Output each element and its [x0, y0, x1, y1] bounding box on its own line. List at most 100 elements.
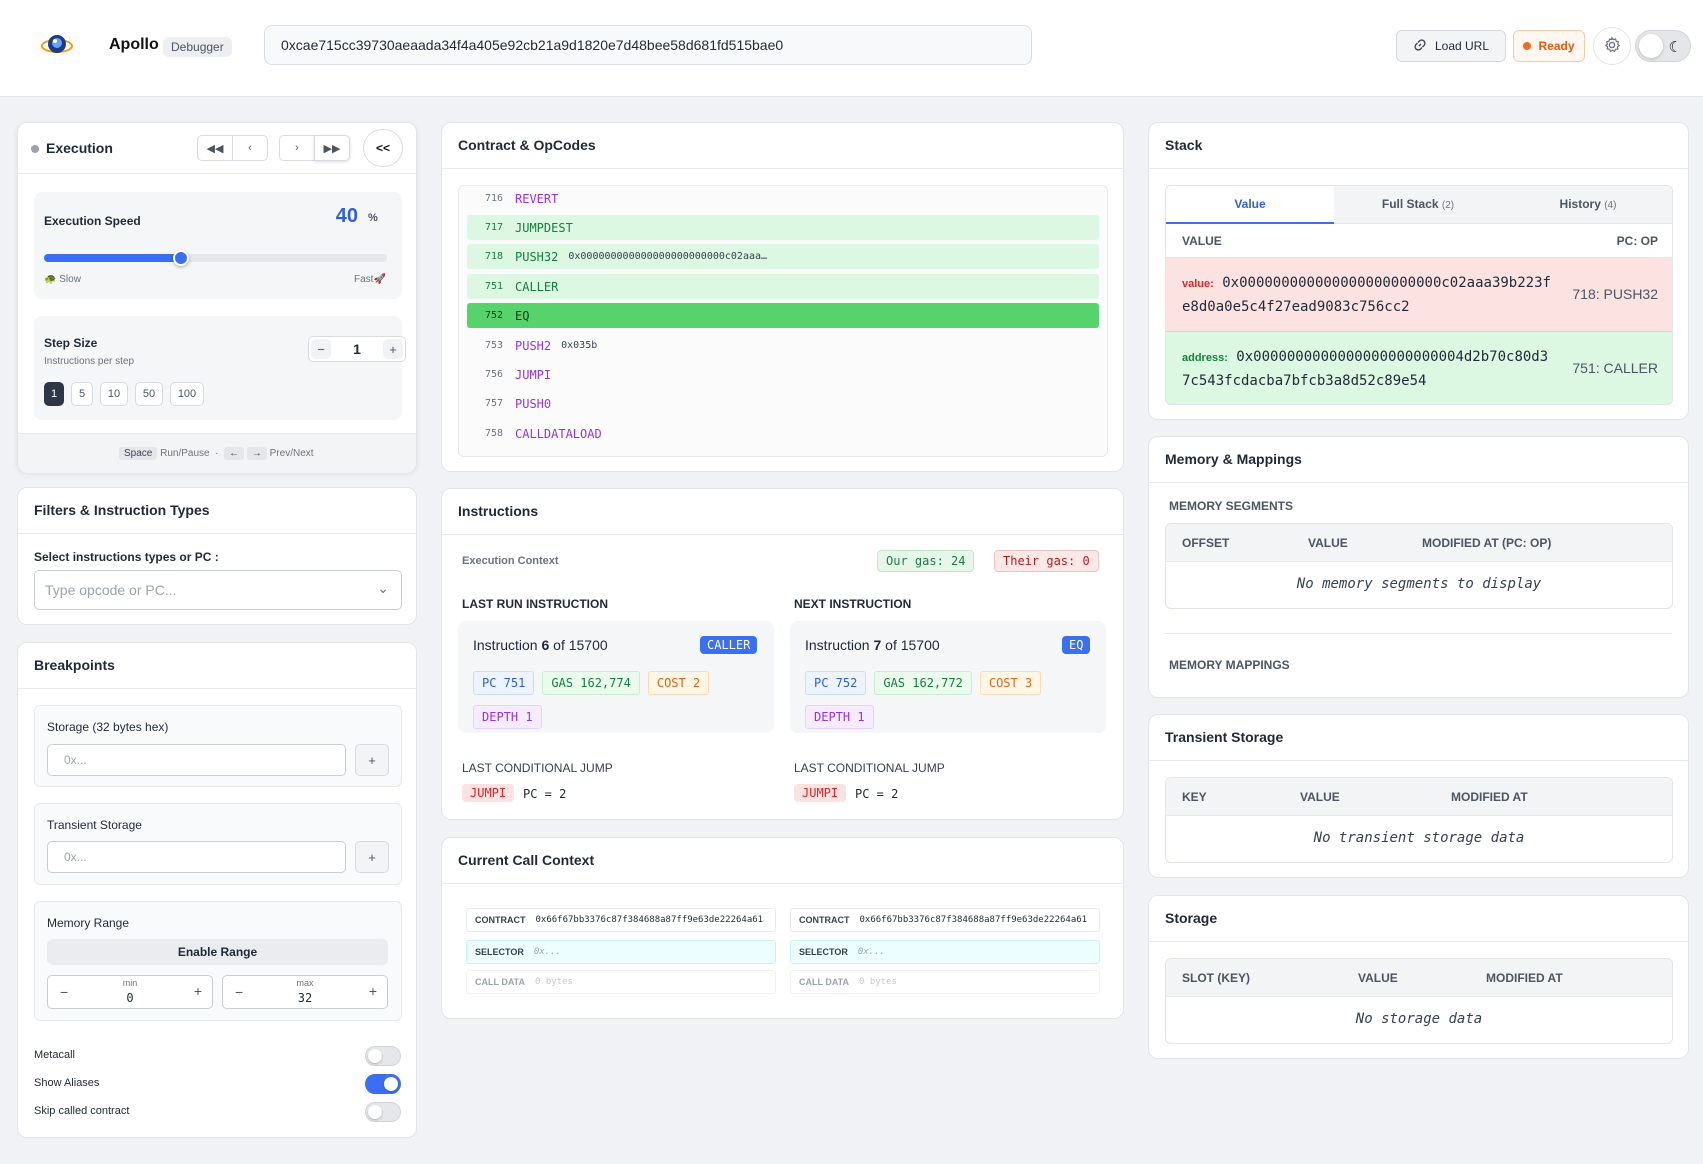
enable-range-button[interactable]: Enable Range: [47, 939, 388, 965]
fast-label: Fast🚀: [354, 274, 386, 285]
opcode-name: JUMPDEST: [515, 220, 573, 235]
skip-called-label: Skip called contract: [34, 1105, 130, 1117]
speed-label: Execution Speed: [44, 214, 141, 228]
calldata-value: 0 bytes: [859, 977, 897, 987]
transient-storage-panel: Transient Storage KEY VALUE MODIFIED AT …: [1148, 714, 1689, 878]
prev-next-label: Prev/Next: [269, 448, 314, 459]
tab-history[interactable]: History (4): [1502, 186, 1672, 224]
col-modified: MODIFIED AT: [1451, 790, 1528, 804]
opcode-pc: 753: [484, 340, 503, 351]
status-label: Ready: [1538, 39, 1575, 53]
next-heading: NEXT INSTRUCTION: [794, 597, 912, 611]
opcode-row[interactable]: 718 PUSH32 0x000000000000000000000000c02aa…: [467, 244, 1099, 269]
our-gas-badge: Our gas: 24: [877, 550, 975, 572]
transaction-hash-input[interactable]: 0xcae715cc39730aeaada34f4a405e92cb21a9d1…: [264, 25, 1032, 65]
last-run-heading: LAST RUN INSTRUCTION: [462, 597, 608, 611]
last-run-card: Instruction 6 of 15700 CALLER PC 751 GAS…: [458, 621, 774, 733]
opcode-row[interactable]: 757 PUSH0: [467, 391, 1099, 416]
min-increment-button[interactable]: +: [193, 983, 202, 999]
instruction-number: 6: [541, 637, 550, 653]
metacall-toggle[interactable]: [365, 1046, 401, 1066]
step-preset-100[interactable]: 100: [170, 382, 204, 406]
fast-forward-button[interactable]: ▶▶: [314, 135, 350, 161]
transient-breakpoint-input[interactable]: 0x...: [47, 841, 346, 873]
transient-breakpoint: Transient Storage 0x... +: [34, 803, 402, 885]
skip-called-toggle[interactable]: [365, 1102, 401, 1122]
stack-table: Value Full Stack (2) History (4) VALUE P…: [1165, 185, 1673, 405]
step-preset-5[interactable]: 5: [71, 382, 93, 406]
last-jump-op: JUMPI: [462, 784, 515, 802]
divider: [1149, 941, 1688, 942]
opcode-pc: 717: [484, 222, 503, 233]
pc-tag: PC 752: [805, 671, 867, 695]
theme-toggle[interactable]: ☾: [1635, 30, 1691, 62]
min-decrement-button[interactable]: −: [60, 984, 69, 1000]
stack-row-line2: e8d0a0e5c4f27ead9083c756cc2: [1182, 299, 1410, 315]
run-pause-label: Run/Pause: [160, 448, 210, 459]
collapse-button[interactable]: <<: [363, 129, 403, 167]
memory-range-label: Memory Range: [47, 916, 130, 930]
tab-value[interactable]: Value: [1166, 186, 1334, 224]
step-size-stepper[interactable]: − 1 +: [308, 336, 406, 362]
max-decrement-button[interactable]: −: [235, 984, 244, 1000]
chevron-right-icon: ›: [295, 142, 299, 154]
storage-placeholder: 0x...: [64, 753, 87, 767]
step-preset-1[interactable]: 1: [44, 382, 64, 406]
storage-table: SLOT (KEY) VALUE MODIFIED AT No storage …: [1165, 958, 1673, 1044]
opcode-row-current[interactable]: 752 EQ: [467, 303, 1099, 328]
instruction-number: 7: [873, 637, 882, 653]
show-aliases-toggle[interactable]: [365, 1074, 401, 1094]
contract-label: CONTRACT: [799, 915, 850, 925]
speed-slider[interactable]: [44, 250, 387, 266]
step-forward-button[interactable]: ›: [279, 135, 315, 161]
apollo-logo-icon: [40, 28, 74, 62]
storage-empty-message: No storage data: [1355, 1011, 1483, 1027]
depth-tag: DEPTH 1: [805, 705, 874, 729]
memory-min-stepper[interactable]: − min 0 +: [47, 975, 213, 1009]
opcode-row[interactable]: 758 CALLDATALOAD: [467, 421, 1099, 446]
filter-opcode-select[interactable]: Type opcode or PC... ⌄: [34, 570, 402, 610]
step-increment-button[interactable]: +: [383, 339, 403, 359]
show-aliases-label: Show Aliases: [34, 1077, 100, 1089]
speed-slider-fill: [44, 254, 182, 262]
tab-full-stack[interactable]: Full Stack (2): [1334, 186, 1502, 224]
filter-placeholder: Type opcode or PC...: [45, 582, 177, 598]
opcode-row[interactable]: 753 PUSH2 0x035b: [467, 333, 1099, 358]
step-decrement-button[interactable]: −: [311, 339, 331, 359]
opcode-row[interactable]: 751 CALLER: [467, 274, 1099, 299]
memory-segments-label: MEMORY SEGMENTS: [1169, 499, 1294, 513]
col-offset: OFFSET: [1182, 536, 1230, 550]
step-preset-50[interactable]: 50: [135, 382, 163, 406]
speed-slider-handle[interactable]: [173, 250, 190, 266]
gas-tag: GAS 162,774: [542, 671, 640, 695]
opcode-row[interactable]: 716 REVERT: [467, 186, 1099, 211]
opcode-row[interactable]: 756 JUMPI: [467, 362, 1099, 387]
add-transient-breakpoint-button[interactable]: +: [355, 841, 389, 873]
settings-button[interactable]: [1593, 27, 1631, 65]
step-back-button[interactable]: ‹: [232, 135, 268, 161]
stack-row[interactable]: value: 0x000000000000000000000000c02aaa3…: [1166, 258, 1672, 332]
memory-max-stepper[interactable]: − max 32 +: [222, 975, 388, 1009]
storage-breakpoint: Storage (32 bytes hex) 0x... +: [34, 705, 402, 787]
max-increment-button[interactable]: +: [368, 983, 377, 999]
caller-calldata-row: CALL DATA 0 bytes: [466, 970, 776, 994]
opcode-name: PUSH2: [515, 338, 552, 353]
callee-calldata-row: CALL DATA 0 bytes: [790, 970, 1100, 994]
add-storage-breakpoint-button[interactable]: +: [355, 744, 389, 776]
opcode-row[interactable]: 717 JUMPDEST: [467, 215, 1099, 240]
opcode-name: PUSH32: [515, 249, 559, 264]
load-url-button[interactable]: Load URL: [1396, 30, 1506, 62]
stack-row[interactable]: address: 0x0000000000000000000000004d2b7…: [1166, 332, 1672, 404]
memory-range-breakpoint: Memory Range Enable Range − min 0 + − ma…: [34, 901, 402, 1021]
tab-count: (2): [1441, 200, 1455, 211]
instruction-prefix: Instruction: [473, 637, 538, 653]
col-key: KEY: [1182, 790, 1207, 804]
next-jump-label: LAST CONDITIONAL JUMP: [794, 761, 945, 775]
step-size-value: 1: [353, 341, 361, 357]
rewind-button[interactable]: ◀◀: [197, 135, 233, 161]
step-preset-10[interactable]: 10: [100, 382, 128, 406]
status-dot-icon: [1523, 42, 1532, 50]
storage-breakpoint-input[interactable]: 0x...: [47, 744, 346, 776]
metacall-toggle-knob: [368, 1049, 382, 1063]
filters-label: Select instructions types or PC :: [34, 550, 219, 564]
